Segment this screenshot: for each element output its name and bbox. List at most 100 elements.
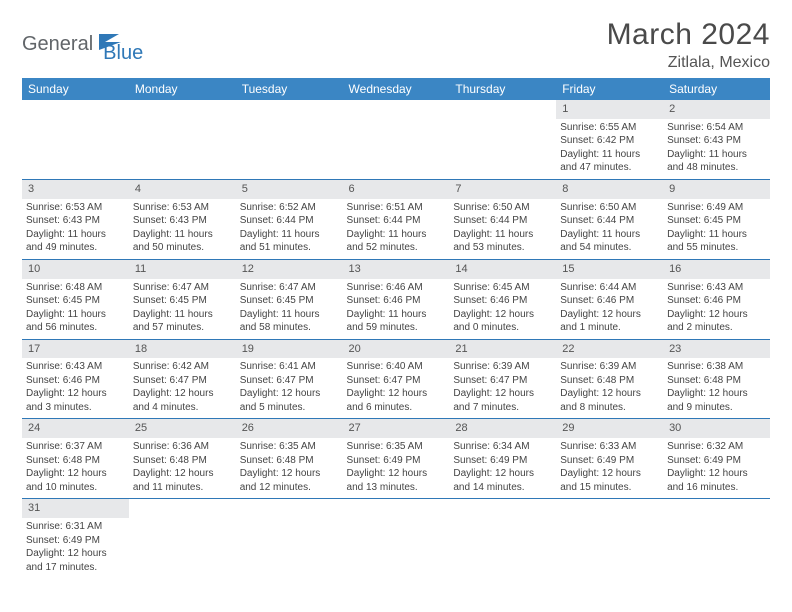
weekday-header: Sunday xyxy=(22,78,129,100)
daylight-text: Daylight: 12 hours and 3 minutes. xyxy=(26,387,125,414)
day-number: 27 xyxy=(343,419,450,438)
calendar-day-cell: 20Sunrise: 6:40 AMSunset: 6:47 PMDayligh… xyxy=(343,339,450,419)
daylight-text: Daylight: 12 hours and 0 minutes. xyxy=(453,308,552,335)
sunrise-text: Sunrise: 6:40 AM xyxy=(347,360,446,374)
calendar-day-cell xyxy=(663,499,770,578)
sunrise-text: Sunrise: 6:38 AM xyxy=(667,360,766,374)
calendar-day-cell: 17Sunrise: 6:43 AMSunset: 6:46 PMDayligh… xyxy=(22,339,129,419)
sunrise-text: Sunrise: 6:47 AM xyxy=(133,281,232,295)
day-number: 26 xyxy=(236,419,343,438)
calendar-day-cell: 19Sunrise: 6:41 AMSunset: 6:47 PMDayligh… xyxy=(236,339,343,419)
sunset-text: Sunset: 6:47 PM xyxy=(453,374,552,388)
calendar-day-cell: 30Sunrise: 6:32 AMSunset: 6:49 PMDayligh… xyxy=(663,419,770,499)
day-number: 25 xyxy=(129,419,236,438)
daylight-text: Daylight: 12 hours and 4 minutes. xyxy=(133,387,232,414)
sunrise-text: Sunrise: 6:51 AM xyxy=(347,201,446,215)
sunrise-text: Sunrise: 6:46 AM xyxy=(347,281,446,295)
daylight-text: Daylight: 11 hours and 55 minutes. xyxy=(667,228,766,255)
sunset-text: Sunset: 6:46 PM xyxy=(26,374,125,388)
sunrise-text: Sunrise: 6:49 AM xyxy=(667,201,766,215)
sunrise-text: Sunrise: 6:39 AM xyxy=(453,360,552,374)
daylight-text: Daylight: 11 hours and 52 minutes. xyxy=(347,228,446,255)
daylight-text: Daylight: 11 hours and 54 minutes. xyxy=(560,228,659,255)
calendar-day-cell: 5Sunrise: 6:52 AMSunset: 6:44 PMDaylight… xyxy=(236,179,343,259)
day-number-empty xyxy=(556,499,663,518)
calendar-day-cell: 27Sunrise: 6:35 AMSunset: 6:49 PMDayligh… xyxy=(343,419,450,499)
daylight-text: Daylight: 11 hours and 56 minutes. xyxy=(26,308,125,335)
weekday-header: Thursday xyxy=(449,78,556,100)
day-number: 3 xyxy=(22,180,129,199)
calendar-day-cell: 18Sunrise: 6:42 AMSunset: 6:47 PMDayligh… xyxy=(129,339,236,419)
daylight-text: Daylight: 12 hours and 16 minutes. xyxy=(667,467,766,494)
sunrise-text: Sunrise: 6:39 AM xyxy=(560,360,659,374)
calendar-day-cell xyxy=(129,100,236,179)
sunset-text: Sunset: 6:45 PM xyxy=(133,294,232,308)
day-number: 2 xyxy=(663,100,770,119)
daylight-text: Daylight: 12 hours and 5 minutes. xyxy=(240,387,339,414)
daylight-text: Daylight: 12 hours and 2 minutes. xyxy=(667,308,766,335)
sunset-text: Sunset: 6:44 PM xyxy=(347,214,446,228)
sunrise-text: Sunrise: 6:37 AM xyxy=(26,440,125,454)
sunset-text: Sunset: 6:47 PM xyxy=(347,374,446,388)
page-title: March 2024 xyxy=(607,18,770,52)
calendar-day-cell xyxy=(129,499,236,578)
day-number-empty xyxy=(343,100,450,119)
calendar-day-cell: 13Sunrise: 6:46 AMSunset: 6:46 PMDayligh… xyxy=(343,259,450,339)
day-number: 5 xyxy=(236,180,343,199)
sunrise-text: Sunrise: 6:36 AM xyxy=(133,440,232,454)
day-number-empty xyxy=(449,499,556,518)
calendar-day-cell: 28Sunrise: 6:34 AMSunset: 6:49 PMDayligh… xyxy=(449,419,556,499)
day-number: 12 xyxy=(236,260,343,279)
sunset-text: Sunset: 6:43 PM xyxy=(133,214,232,228)
calendar-day-cell: 8Sunrise: 6:50 AMSunset: 6:44 PMDaylight… xyxy=(556,179,663,259)
sunset-text: Sunset: 6:49 PM xyxy=(347,454,446,468)
sunset-text: Sunset: 6:48 PM xyxy=(26,454,125,468)
calendar-day-cell: 26Sunrise: 6:35 AMSunset: 6:48 PMDayligh… xyxy=(236,419,343,499)
calendar-day-cell: 22Sunrise: 6:39 AMSunset: 6:48 PMDayligh… xyxy=(556,339,663,419)
calendar-day-cell xyxy=(236,499,343,578)
day-number: 22 xyxy=(556,340,663,359)
calendar-day-cell: 21Sunrise: 6:39 AMSunset: 6:47 PMDayligh… xyxy=(449,339,556,419)
sunset-text: Sunset: 6:45 PM xyxy=(240,294,339,308)
sunrise-text: Sunrise: 6:50 AM xyxy=(560,201,659,215)
sunset-text: Sunset: 6:48 PM xyxy=(240,454,339,468)
sunrise-text: Sunrise: 6:53 AM xyxy=(26,201,125,215)
calendar-week-row: 31Sunrise: 6:31 AMSunset: 6:49 PMDayligh… xyxy=(22,499,770,578)
daylight-text: Daylight: 12 hours and 17 minutes. xyxy=(26,547,125,574)
daylight-text: Daylight: 12 hours and 14 minutes. xyxy=(453,467,552,494)
day-number: 18 xyxy=(129,340,236,359)
weekday-header-row: Sunday Monday Tuesday Wednesday Thursday… xyxy=(22,78,770,100)
day-number: 7 xyxy=(449,180,556,199)
day-number: 20 xyxy=(343,340,450,359)
day-number-empty xyxy=(343,499,450,518)
day-number: 10 xyxy=(22,260,129,279)
sunset-text: Sunset: 6:46 PM xyxy=(347,294,446,308)
daylight-text: Daylight: 12 hours and 12 minutes. xyxy=(240,467,339,494)
calendar-week-row: 10Sunrise: 6:48 AMSunset: 6:45 PMDayligh… xyxy=(22,259,770,339)
sunset-text: Sunset: 6:49 PM xyxy=(667,454,766,468)
daylight-text: Daylight: 11 hours and 47 minutes. xyxy=(560,148,659,175)
sunset-text: Sunset: 6:48 PM xyxy=(133,454,232,468)
sunset-text: Sunset: 6:43 PM xyxy=(26,214,125,228)
calendar-day-cell: 15Sunrise: 6:44 AMSunset: 6:46 PMDayligh… xyxy=(556,259,663,339)
daylight-text: Daylight: 11 hours and 48 minutes. xyxy=(667,148,766,175)
calendar-day-cell: 24Sunrise: 6:37 AMSunset: 6:48 PMDayligh… xyxy=(22,419,129,499)
daylight-text: Daylight: 12 hours and 8 minutes. xyxy=(560,387,659,414)
daylight-text: Daylight: 11 hours and 53 minutes. xyxy=(453,228,552,255)
weekday-header: Friday xyxy=(556,78,663,100)
sunset-text: Sunset: 6:43 PM xyxy=(667,134,766,148)
daylight-text: Daylight: 12 hours and 9 minutes. xyxy=(667,387,766,414)
sunset-text: Sunset: 6:47 PM xyxy=(240,374,339,388)
header: General Blue March 2024 Zitlala, Mexico xyxy=(22,18,770,72)
calendar-day-cell: 23Sunrise: 6:38 AMSunset: 6:48 PMDayligh… xyxy=(663,339,770,419)
calendar-day-cell xyxy=(343,499,450,578)
sunrise-text: Sunrise: 6:35 AM xyxy=(347,440,446,454)
daylight-text: Daylight: 11 hours and 59 minutes. xyxy=(347,308,446,335)
sunset-text: Sunset: 6:49 PM xyxy=(560,454,659,468)
day-number: 9 xyxy=(663,180,770,199)
calendar-day-cell: 9Sunrise: 6:49 AMSunset: 6:45 PMDaylight… xyxy=(663,179,770,259)
calendar-table: Sunday Monday Tuesday Wednesday Thursday… xyxy=(22,78,770,578)
sunset-text: Sunset: 6:44 PM xyxy=(560,214,659,228)
day-number: 4 xyxy=(129,180,236,199)
daylight-text: Daylight: 12 hours and 6 minutes. xyxy=(347,387,446,414)
